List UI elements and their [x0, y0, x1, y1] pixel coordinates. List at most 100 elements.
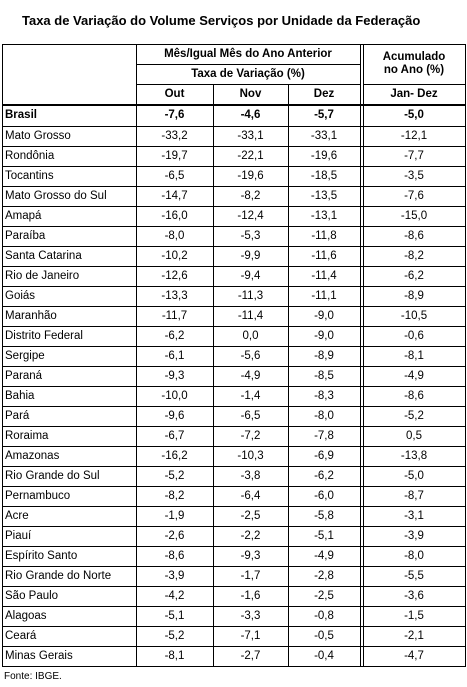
cell: -19,6 — [310, 149, 338, 162]
rule — [363, 44, 364, 667]
rule — [2, 586, 466, 587]
rule — [2, 366, 466, 367]
cell: -14,7 — [161, 189, 188, 202]
cell: -6,5 — [240, 409, 261, 422]
row-label: Santa Catarina — [5, 249, 82, 262]
row-label: Sergipe — [5, 349, 45, 362]
cell: -11,3 — [237, 289, 264, 302]
cell: -7,7 — [404, 149, 424, 162]
rule — [2, 546, 466, 547]
cell: -5,7 — [314, 108, 334, 121]
cell: -1,9 — [164, 509, 185, 522]
cell: -8,1 — [164, 649, 185, 662]
rule — [2, 646, 466, 647]
cell: -2,8 — [314, 569, 334, 582]
row-label: Mato Grosso — [5, 129, 71, 142]
rule — [2, 146, 466, 147]
rule — [2, 566, 466, 567]
cell: -12,4 — [237, 209, 264, 222]
cell: -6,5 — [164, 169, 185, 182]
row-label: Rio Grande do Sul — [5, 469, 100, 482]
rule — [288, 84, 289, 667]
cell: -13,8 — [400, 449, 428, 462]
row-label: Amazonas — [5, 449, 60, 462]
rule — [2, 266, 466, 267]
cell: -9,9 — [240, 249, 261, 262]
rule — [2, 526, 466, 527]
rule — [2, 666, 466, 667]
cell: -11,4 — [237, 309, 264, 322]
rule — [2, 446, 466, 447]
cell: -5,1 — [164, 609, 185, 622]
cell: -8,3 — [314, 389, 334, 402]
rule — [2, 126, 466, 127]
row-label: Roraima — [5, 429, 49, 442]
cell: -8,5 — [314, 369, 334, 382]
rule — [2, 506, 466, 507]
cell: -9,3 — [240, 549, 261, 562]
row-label: Espírito Santo — [5, 549, 78, 562]
group-header: Mês/Igual Mês do Ano Anterior — [164, 47, 332, 60]
cell: -9,3 — [164, 369, 185, 382]
cell: -9,0 — [314, 329, 334, 342]
rule — [2, 105, 466, 106]
cell: -12,1 — [400, 129, 428, 142]
row-label: Bahia — [5, 389, 35, 402]
row-label: Piauí — [5, 529, 32, 542]
cell: -1,6 — [240, 589, 261, 602]
cell: -9,6 — [164, 409, 185, 422]
cell: -3,9 — [404, 529, 424, 542]
cell: -9,4 — [240, 269, 261, 282]
rule — [2, 286, 466, 287]
rule — [2, 166, 466, 167]
cell: -1,7 — [240, 569, 261, 582]
row-label: Distrito Federal — [5, 329, 83, 342]
cell: -2,1 — [404, 629, 424, 642]
cell: -8,6 — [404, 229, 424, 242]
cell: -5,5 — [404, 569, 424, 582]
column-header: Dez — [313, 87, 335, 100]
row-label: Acre — [5, 509, 29, 522]
row-label: Amapá — [5, 209, 42, 222]
cell: -7,8 — [314, 429, 334, 442]
row-label: Brasil — [5, 108, 37, 121]
rule — [2, 206, 466, 207]
cell: -8,0 — [314, 409, 334, 422]
title: Taxa de Variação do Volume Serviços por … — [22, 12, 421, 28]
cell: -0,4 — [314, 649, 334, 662]
cell: -13,5 — [310, 189, 338, 202]
cell: -2,7 — [240, 649, 261, 662]
cell: -11,1 — [311, 289, 337, 302]
cell: -4,7 — [404, 649, 424, 662]
rule — [2, 386, 466, 387]
rule — [136, 64, 361, 65]
cell: -5,0 — [404, 469, 424, 482]
cell: -16,0 — [161, 209, 188, 222]
cell: -6,1 — [164, 349, 185, 362]
column-header: Out — [164, 87, 185, 100]
cell: -16,2 — [161, 449, 188, 462]
subgroup-header: Taxa de Variação (%) — [191, 67, 305, 80]
cell: -3,3 — [240, 609, 261, 622]
rule — [2, 606, 466, 607]
cell: -4,9 — [314, 549, 334, 562]
row-label: Paraíba — [5, 229, 46, 242]
cell: 0,0 — [242, 329, 259, 342]
row-label: Tocantins — [5, 169, 54, 182]
cell: -7,2 — [240, 429, 261, 442]
cell: -33,1 — [310, 129, 338, 142]
rule — [2, 486, 466, 487]
cell: -15,0 — [400, 209, 428, 222]
cell: -3,6 — [404, 589, 424, 602]
cell: -5,0 — [404, 108, 424, 121]
rule — [2, 466, 466, 467]
cell: -8,0 — [404, 549, 424, 562]
rule — [2, 406, 466, 407]
row-label: São Paulo — [5, 589, 59, 602]
cell: -8,2 — [404, 249, 424, 262]
row-label: Rio Grande do Norte — [5, 569, 112, 582]
row-label: Pará — [5, 409, 30, 422]
rule — [360, 44, 361, 667]
cell: -18,5 — [310, 169, 338, 182]
